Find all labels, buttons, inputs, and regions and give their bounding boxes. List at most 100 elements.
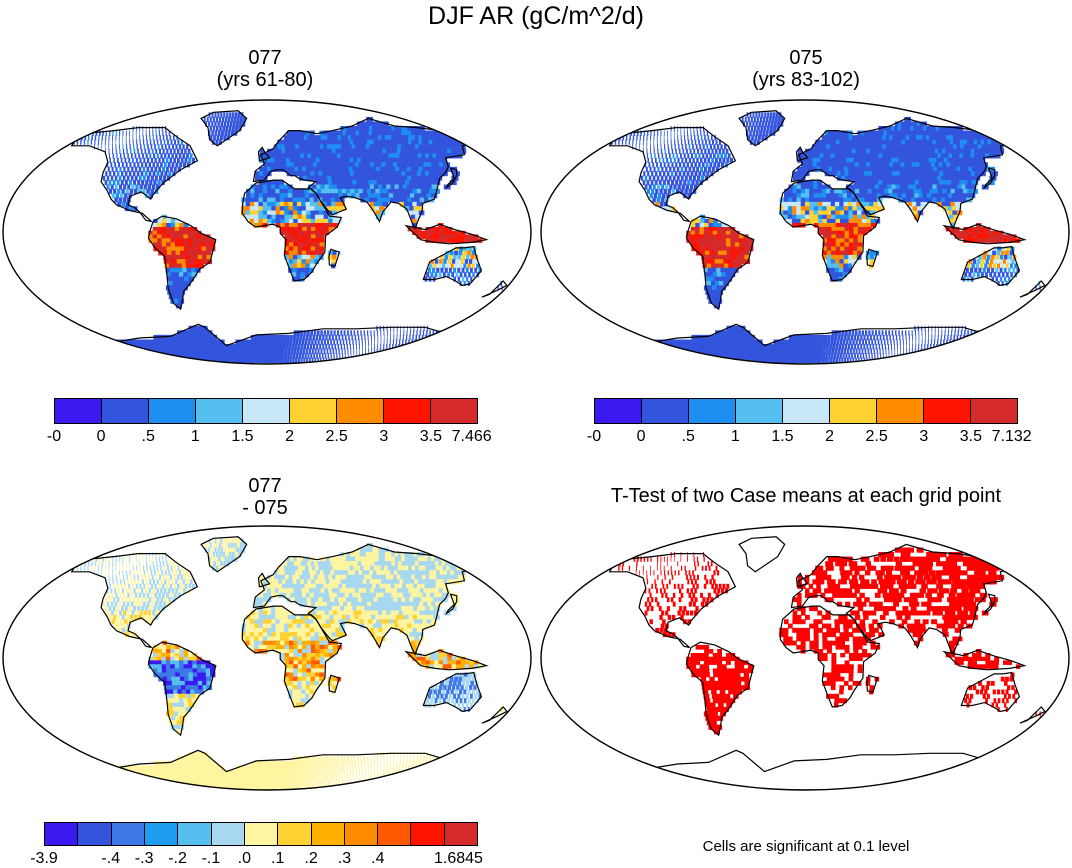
grid-cell: [406, 166, 414, 172]
grid-cell: [941, 353, 945, 359]
grid-cell: [303, 330, 307, 336]
grid-cell: [431, 184, 439, 190]
grid-cell: [761, 353, 767, 359]
grid-cell: [999, 254, 1004, 260]
grid-cell: [994, 259, 998, 265]
grid-cell: [686, 148, 688, 154]
grid-cell: [710, 259, 716, 265]
grid-cell: [949, 175, 956, 181]
grid-cell: [955, 206, 962, 212]
grid-cell: [900, 348, 901, 354]
grid-cell: [364, 135, 371, 141]
grid-cell: [304, 135, 309, 141]
grid-cell: [451, 238, 457, 243]
grid-cell: [848, 214, 854, 220]
grid-cell: [332, 184, 339, 190]
grid-cell: [956, 193, 963, 199]
grid-cell: [967, 263, 971, 269]
grid-cell: [989, 230, 995, 235]
grid-cell: [381, 121, 389, 127]
grid-cell: [296, 197, 302, 203]
grid-cell: [861, 157, 867, 163]
grid-cell: [831, 162, 837, 168]
grid-cell: [1005, 250, 1009, 256]
grid-cell: [125, 162, 128, 168]
grid-cell: [637, 353, 647, 359]
grid-cell: [362, 188, 369, 194]
grid-cell: [229, 112, 232, 118]
grid-cell: [244, 357, 249, 363]
grid-cell: [324, 162, 330, 168]
grid-cell: [911, 184, 918, 190]
grid-cell: [189, 254, 195, 260]
grid-cell: [849, 348, 852, 354]
grid-cell: [750, 353, 756, 359]
grid-cell: [164, 144, 167, 150]
grid-cell: [633, 344, 642, 350]
grid-cell: [639, 344, 648, 350]
grid-cell: [293, 135, 299, 141]
grid-cell: [921, 325, 923, 331]
grid-cell: [676, 166, 680, 172]
grid-cell: [951, 171, 958, 177]
grid-cell: [451, 234, 457, 239]
grid-cell: [101, 135, 103, 141]
grid-cell: [314, 254, 320, 260]
grid-cell: [417, 180, 424, 186]
grid-cell: [876, 171, 882, 177]
grid-cell: [301, 210, 307, 216]
grid-cell: [398, 197, 405, 203]
grid-cell: [313, 344, 316, 350]
grid-cell: [826, 201, 832, 207]
grid-cell: [919, 162, 926, 168]
grid-cell: [668, 348, 676, 354]
grid-cell: [96, 339, 105, 345]
grid-cell: [914, 144, 921, 150]
grid-cell: [369, 357, 371, 363]
coastline-japan: [445, 167, 458, 190]
grid-cell: [283, 184, 289, 190]
grid-cell: [860, 171, 866, 177]
grid-cell: [817, 206, 823, 212]
grid-cell: [295, 148, 301, 154]
grid-cell: [250, 193, 255, 199]
grid-cell: [310, 250, 316, 256]
grid-cell: [389, 344, 391, 350]
grid-cell: [881, 344, 883, 350]
grid-cell: [975, 348, 979, 354]
grid-cell: [184, 148, 187, 154]
grid-cell: [838, 193, 844, 199]
grid-cell: [770, 121, 774, 127]
grid-cell: [827, 162, 833, 168]
grid-cell: [132, 348, 141, 354]
grid-cell: [178, 267, 184, 273]
grid-cell: [649, 193, 653, 199]
grid-cell: [789, 339, 794, 345]
grid-cell: [348, 130, 355, 136]
grid-cell: [868, 330, 871, 336]
grid-cell: [271, 201, 277, 207]
grid-cell: [920, 184, 927, 190]
grid-cell: [688, 166, 692, 172]
grid-cell: [841, 153, 847, 159]
grid-cell: [301, 214, 307, 220]
grid-cell: [703, 130, 705, 136]
grid-cell: [114, 162, 117, 168]
grid-cell: [151, 353, 159, 359]
grid-cell: [184, 276, 190, 282]
grid-cell: [380, 357, 383, 363]
grid-cell: [289, 227, 294, 232]
grid-cell: [783, 214, 789, 220]
grid-cell: [205, 246, 211, 252]
grid-cell: [857, 218, 863, 224]
grid-cell: [299, 348, 303, 354]
grid-cell: [131, 353, 140, 359]
grid-cell: [102, 339, 111, 345]
grid-cell: [248, 339, 253, 345]
grid-cell: [667, 162, 670, 168]
grid-cell: [292, 153, 298, 159]
grid-cell: [398, 353, 401, 359]
grid-cell: [835, 254, 840, 260]
grid-cell: [343, 330, 346, 336]
grid-cell: [332, 180, 338, 186]
